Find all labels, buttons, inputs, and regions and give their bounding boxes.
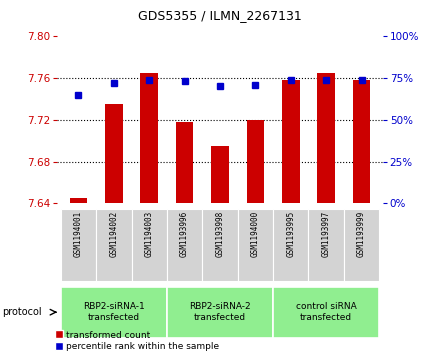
Bar (246, 120, 264, 203)
Bar (176, 122, 194, 203)
Text: GSM1194003: GSM1194003 (145, 211, 154, 257)
Bar (308, 209, 344, 281)
Text: RBP2-siRNA-2
transfected: RBP2-siRNA-2 transfected (189, 302, 251, 322)
Bar (353, 80, 370, 203)
Text: GSM1193999: GSM1193999 (357, 211, 366, 257)
Text: GSM1193996: GSM1193996 (180, 211, 189, 257)
Bar (140, 73, 158, 203)
Text: RBP2-siRNA-1
transfected: RBP2-siRNA-1 transfected (83, 302, 145, 322)
Bar (167, 209, 202, 281)
Bar (70, 198, 87, 203)
Bar (273, 209, 308, 281)
Text: protocol: protocol (2, 307, 42, 317)
Text: GSM1194001: GSM1194001 (74, 211, 83, 257)
Bar (238, 209, 273, 281)
Bar (167, 287, 273, 338)
Bar (344, 209, 379, 281)
Bar (211, 146, 229, 203)
Text: control siRNA
transfected: control siRNA transfected (296, 302, 356, 322)
Text: GSM1193997: GSM1193997 (322, 211, 331, 257)
Bar (61, 287, 167, 338)
Text: GSM1193995: GSM1193995 (286, 211, 295, 257)
Legend: transformed count, percentile rank within the sample: transformed count, percentile rank withi… (53, 327, 222, 355)
Text: GSM1194002: GSM1194002 (109, 211, 118, 257)
Bar (96, 209, 132, 281)
Bar (202, 209, 238, 281)
Bar (61, 209, 96, 281)
Bar (317, 73, 335, 203)
Text: GSM1194000: GSM1194000 (251, 211, 260, 257)
Bar (132, 209, 167, 281)
Bar (105, 104, 123, 203)
Text: GDS5355 / ILMN_2267131: GDS5355 / ILMN_2267131 (138, 9, 302, 22)
Bar (282, 80, 300, 203)
Bar (273, 287, 379, 338)
Text: GSM1193998: GSM1193998 (216, 211, 224, 257)
